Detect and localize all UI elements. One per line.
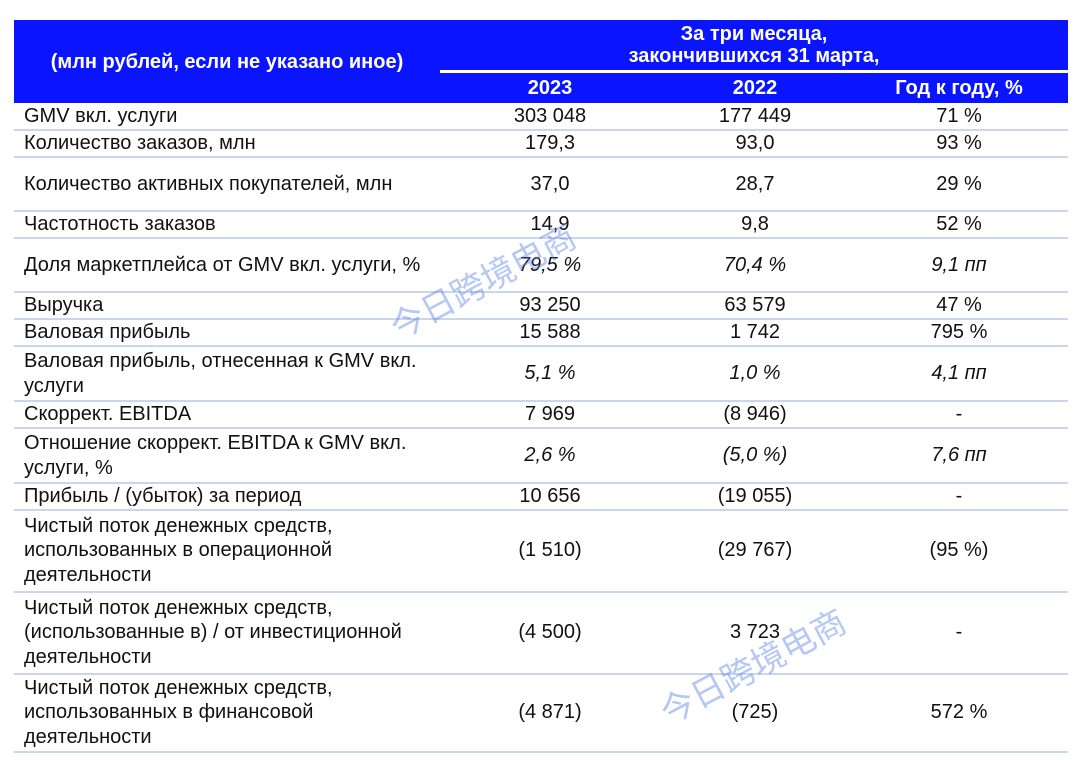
table-row: Валовая прибыль, отнесенная к GMV вкл. у… [14,346,1068,402]
value-2022: 1,0 % [660,346,850,402]
value-2023: 79,5 % [440,238,660,293]
value-yoy: 93 % [850,130,1068,158]
table-row: Частотность заказов 14,9 9,8 52 % [14,211,1068,239]
table-row: Прибыль / (убыток) за период 10 656 (19 05… [14,483,1068,511]
row-label: Отношение скоррект. EBITDA к GMV вкл. ус… [14,428,440,484]
table-row: Скоррект. EBITDA 7 969 (8 946) - [14,401,1068,429]
value-yoy: (95 %) [850,509,1068,593]
table-row: Доля маркетплейса от GMV вкл. услуги, % 7… [14,238,1068,293]
value-yoy: 47 % [850,292,1068,320]
value-yoy: 71 % [850,103,1068,131]
value-yoy: - [850,401,1068,429]
value-yoy: 572 % [850,673,1068,753]
table-row: Чистый поток денежных средств, использов… [14,509,1068,593]
col-yoy: Год к году, % [850,71,1068,103]
row-label: Прибыль / (убыток) за период [14,483,440,511]
value-2023: (4 871) [440,673,660,753]
period-header-line2: закончившихся 31 марта, [628,45,880,67]
value-2022: 63 579 [660,292,850,320]
table-row: Количество заказов, млн 179,3 93,0 93 % [14,130,1068,158]
row-label: Скоррект. EBITDA [14,401,440,429]
row-label: Частотность заказов [14,211,440,239]
period-header: За три месяца, закончившихся 31 марта, [440,20,1068,73]
value-2023: 179,3 [440,130,660,158]
value-yoy: 52 % [850,211,1068,239]
row-label: Выручка [14,292,440,320]
table-row: Отношение скоррект. EBITDA к GMV вкл. ус… [14,428,1068,484]
value-2023: 2,6 % [440,428,660,484]
value-2022: 28,7 [660,157,850,212]
table-row: Количество активных покупателей, млн 37,0… [14,157,1068,212]
value-2022: 70,4 % [660,238,850,293]
row-label: Чистый поток денежных средств, использов… [14,673,440,753]
value-2022: 3 723 [660,591,850,675]
value-2023: (4 500) [440,591,660,675]
value-2022: (29 767) [660,509,850,593]
table-body: GMV вкл. услуги 303 048 177 449 71 % Количес… [14,103,1068,753]
value-yoy: 795 % [850,319,1068,347]
value-2022: 9,8 [660,211,850,239]
table-row: Чистый поток денежных средств, использов… [14,673,1068,753]
value-yoy: 29 % [850,157,1068,212]
value-2023: 14,9 [440,211,660,239]
value-2023: 7 969 [440,401,660,429]
value-2023: (1 510) [440,509,660,593]
row-label: GMV вкл. услуги [14,103,440,131]
value-2022: 93,0 [660,130,850,158]
value-2023: 10 656 [440,483,660,511]
row-label: Чистый поток денежных средств, использов… [14,509,440,593]
value-2023: 93 250 [440,292,660,320]
value-2022: 1 742 [660,319,850,347]
value-yoy: 4,1 пп [850,346,1068,402]
table-row: GMV вкл. услуги 303 048 177 449 71 % [14,103,1068,131]
value-yoy: - [850,591,1068,675]
table-row: Чистый поток денежных средств, (использо… [14,591,1068,675]
financial-table: (млн рублей, если не указано иное) За тр… [14,20,1068,753]
row-label: Чистый поток денежных средств, (использо… [14,591,440,675]
col-2022: 2022 [660,71,850,103]
value-2023: 37,0 [440,157,660,212]
value-2022: (5,0 %) [660,428,850,484]
value-2022: (8 946) [660,401,850,429]
row-label: Количество заказов, млн [14,130,440,158]
table-row: Валовая прибыль 15 588 1 742 795 % [14,319,1068,347]
units-header: (млн рублей, если не указано иное) [14,20,440,103]
value-yoy: 7,6 пп [850,428,1068,484]
value-2023: 15 588 [440,319,660,347]
value-2022: (19 055) [660,483,850,511]
row-label: Количество активных покупателей, млн [14,157,440,212]
value-yoy: 9,1 пп [850,238,1068,293]
value-2023: 5,1 % [440,346,660,402]
value-2023: 303 048 [440,103,660,131]
period-header-line1: За три месяца, [680,23,828,45]
value-2022: (725) [660,673,850,753]
value-yoy: - [850,483,1068,511]
value-2022: 177 449 [660,103,850,131]
row-label: Валовая прибыль, отнесенная к GMV вкл. у… [14,346,440,402]
col-2023: 2023 [440,71,660,103]
row-label: Доля маркетплейса от GMV вкл. услуги, % [14,238,440,293]
table-row: Выручка 93 250 63 579 47 % [14,292,1068,320]
row-label: Валовая прибыль [14,319,440,347]
